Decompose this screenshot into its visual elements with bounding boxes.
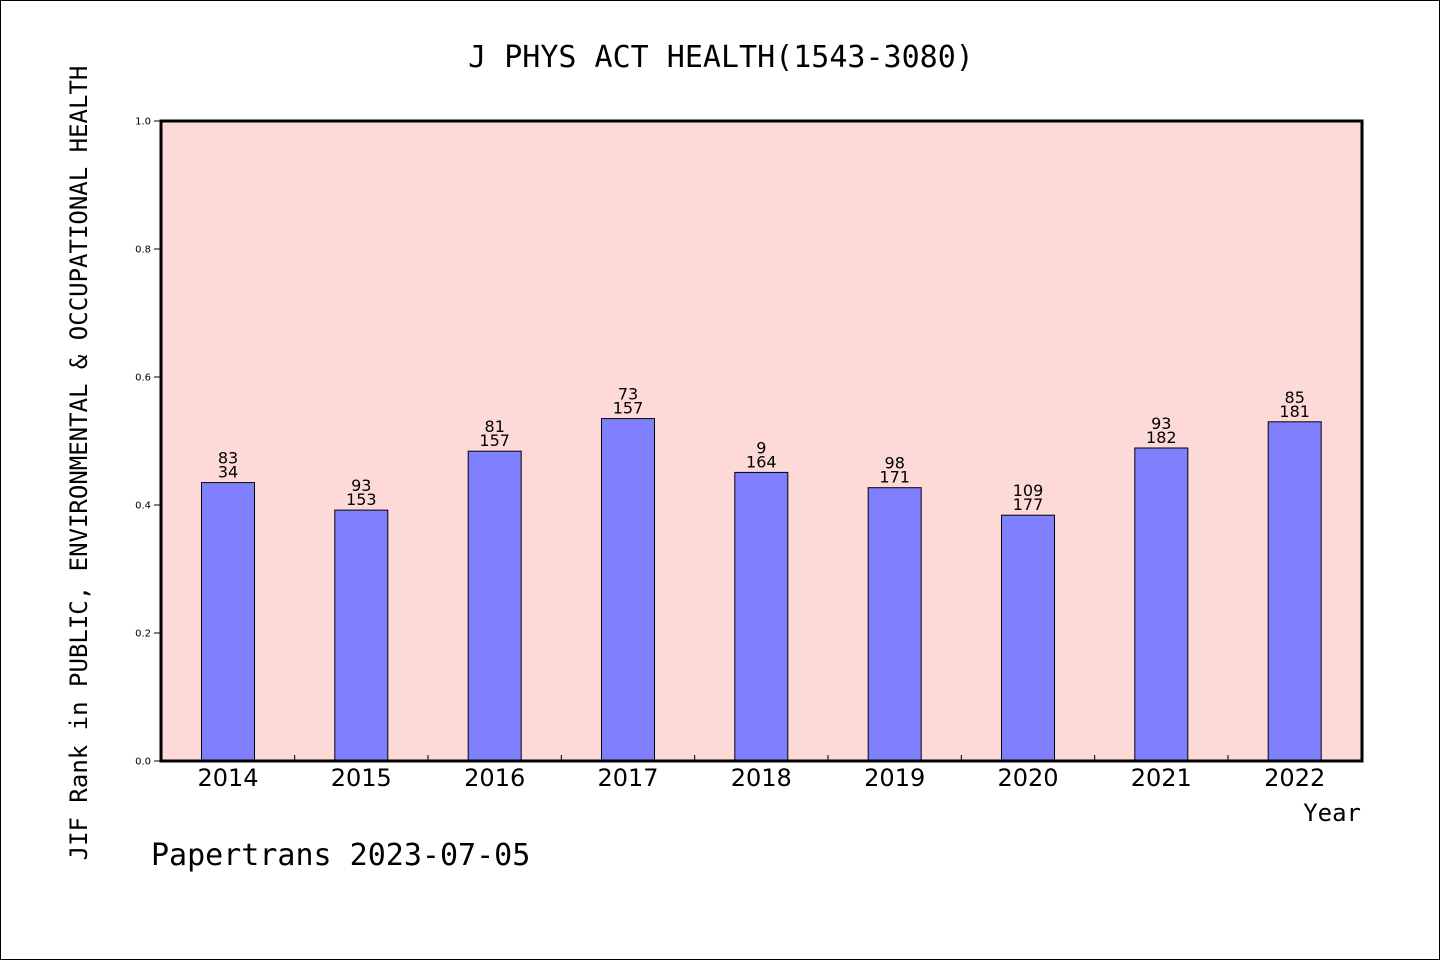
bar-label-top-2017: 73 [618, 385, 638, 404]
bar-2015 [334, 509, 389, 762]
x-axis-label: Year [1303, 799, 1361, 827]
x-tick-label-2022: 2022 [1264, 764, 1325, 792]
bar-label-top-2015: 93 [351, 476, 371, 495]
y-tick-label-0.0: 0.0 [135, 757, 151, 768]
x-tick-label-2016: 2016 [464, 764, 525, 792]
y-tick-label-0.4: 0.4 [135, 501, 151, 512]
y-axis: 0.0 0.2 0.4 0.6 0.8 1.0 [135, 117, 161, 768]
bar-label-top-2020: 109 [1013, 481, 1044, 500]
bar-2021 [1134, 447, 1189, 762]
plot-border [159, 119, 1364, 763]
bar-2016 [467, 450, 522, 762]
footer-stamp: Papertrans 2023-07-05 [151, 838, 530, 873]
bar-2017 [601, 418, 655, 762]
y-tick-label-0.2: 0.2 [135, 629, 151, 640]
x-tick-label-2021: 2021 [1131, 764, 1192, 792]
x-tick-label-2015: 2015 [331, 764, 392, 792]
bar-2014 [201, 482, 255, 762]
bar-label-bottom-2020: 177 [1013, 495, 1044, 514]
bar-label-bottom-2022: 181 [1279, 402, 1310, 421]
bar-2018 [734, 471, 789, 762]
bar-label-top-2022: 85 [1285, 388, 1305, 407]
bar-label-top-2016: 81 [485, 417, 505, 436]
bar-2022 [1267, 421, 1322, 762]
x-tick-label-2019: 2019 [864, 764, 925, 792]
y-tick-label-0.6: 0.6 [135, 373, 151, 384]
bar-label-top-2019: 98 [885, 454, 905, 473]
bar-label-bottom-2017: 157 [613, 399, 644, 418]
chart-title: J PHYS ACT HEALTH(1543-3080) [468, 40, 974, 75]
bar-2020 [1001, 514, 1055, 762]
y-tick-label-1.0: 1.0 [135, 117, 151, 128]
bar-label-bottom-2015: 153 [346, 490, 377, 509]
y-axis-label: JIF Rank in PUBLIC, ENVIRONMENTAL & OCCU… [65, 66, 93, 861]
bar-label-bottom-2021: 182 [1146, 428, 1177, 447]
bar-label-top-2014: 83 [218, 449, 238, 468]
bar-label-top-2021: 93 [1151, 414, 1171, 433]
x-tick-label-2014: 2014 [197, 764, 258, 792]
x-tick-label-2018: 2018 [731, 764, 792, 792]
bar-label-bottom-2019: 171 [879, 468, 910, 487]
bar-label-top-2018: 9 [756, 438, 766, 457]
x-tick-label-2020: 2020 [997, 764, 1058, 792]
bar-label-bottom-2016: 157 [479, 431, 510, 450]
bars-group [201, 418, 1322, 762]
x-tick-label-2017: 2017 [597, 764, 658, 792]
x-axis: 2014 2015 2016 2017 2018 2019 2020 2021 2022 [197, 755, 1325, 792]
y-tick-label-0.8: 0.8 [135, 245, 151, 256]
bar-2019 [867, 487, 922, 762]
bar-label-bottom-2018: 164 [746, 452, 777, 471]
bar-label-bottom-2014: 34 [218, 463, 238, 482]
